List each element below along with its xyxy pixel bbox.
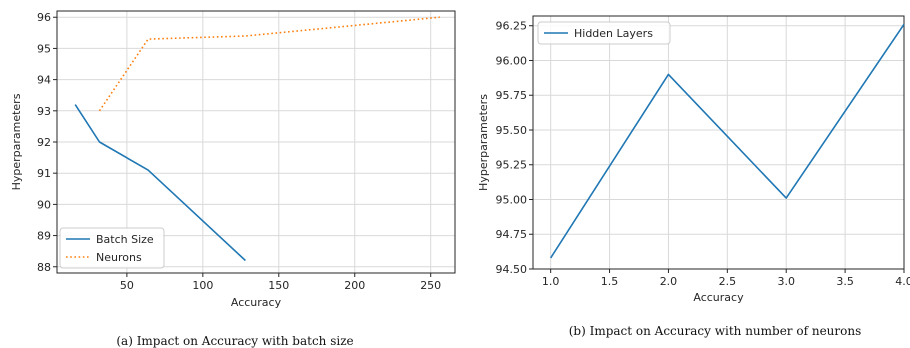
y-tick-label: 94.50 [496, 263, 528, 276]
plot-frame [532, 15, 905, 270]
y-axis-label: Hyperparameters [477, 94, 490, 191]
y-tick-label: 94 [37, 74, 51, 87]
x-tick-label: 4.0 [895, 275, 910, 288]
y-tick-label: 96.00 [496, 54, 528, 67]
legend-label: Neurons [96, 251, 142, 264]
chart-b: 1.0 1.5 2.0 2.5 3.0 3.5 4.0 94.50 94.75 95.00 95.2… [477, 15, 910, 338]
legend-label: Batch Size [96, 233, 154, 246]
x-tick-label: 100 [192, 279, 213, 292]
series-line-hidden-layers [550, 23, 905, 259]
y-tick-label: 95.50 [496, 124, 528, 137]
chart-caption: (a) Impact on Accuracy with batch size [116, 334, 353, 348]
x-tick-label: 200 [344, 279, 365, 292]
legend-label: Hidden Layers [574, 27, 653, 40]
x-tick-label: 2.5 [719, 275, 737, 288]
y-tick-label: 95.00 [496, 193, 528, 206]
y-tick-label: 95.25 [496, 159, 528, 172]
x-axis-label: Accuracy [693, 291, 744, 304]
x-tick-label: 250 [420, 279, 441, 292]
x-tick-label: 150 [268, 279, 289, 292]
y-tick-label: 90 [37, 198, 51, 211]
y-tick-label: 95 [37, 42, 51, 55]
y-tick-label: 88 [37, 261, 51, 274]
series-line-batch-size [74, 104, 246, 262]
x-tick-label: 3.0 [777, 275, 795, 288]
legend-box [537, 21, 671, 45]
x-tick-label: 1.0 [542, 275, 560, 288]
y-tick-label: 94.75 [496, 228, 528, 241]
y-tick-label: 96.25 [496, 20, 528, 33]
y-axis-label: Hyperparameters [10, 93, 23, 190]
y-tick-label: 96 [37, 11, 51, 24]
y-tick-label: 92 [37, 136, 51, 149]
x-axis-label: Accuracy [231, 296, 282, 309]
x-tick-label: 50 [120, 279, 134, 292]
chart-a: 50 100 150 200 250 88 89 90 91 92 93 94 95 96 Accuracy… [10, 10, 456, 348]
chart-caption: (b) Impact on Accuracy with number of ne… [569, 324, 862, 338]
y-tick-label: 93 [37, 105, 51, 118]
x-tick-label: 1.5 [601, 275, 619, 288]
y-tick-label: 91 [37, 167, 51, 180]
x-tick-label: 3.5 [836, 275, 854, 288]
y-tick-label: 95.75 [496, 89, 528, 102]
series-line-neurons [98, 16, 440, 112]
y-tick-label: 89 [37, 230, 51, 243]
x-tick-label: 2.0 [660, 275, 678, 288]
legend-box [59, 227, 165, 269]
